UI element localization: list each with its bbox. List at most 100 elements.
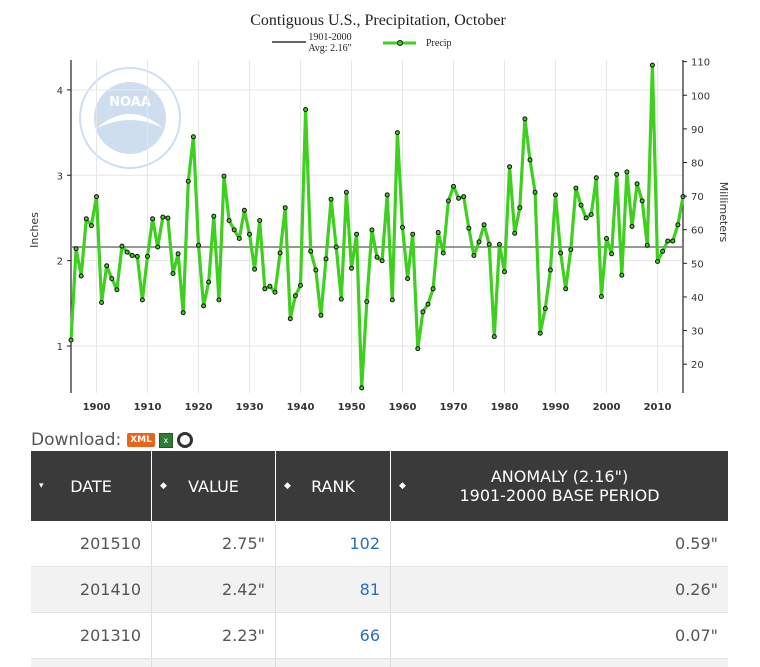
data-point bbox=[457, 196, 461, 200]
data-point bbox=[615, 172, 619, 176]
data-point bbox=[610, 252, 614, 256]
data-point bbox=[406, 277, 410, 281]
data-point bbox=[344, 190, 348, 194]
x-tick-label: 1960 bbox=[389, 402, 417, 413]
table-row: 201410 2.42" 81 0.26" bbox=[31, 567, 728, 613]
data-point bbox=[594, 176, 598, 180]
cell-rank-link[interactable]: 66 bbox=[276, 613, 391, 659]
data-point bbox=[650, 63, 654, 67]
data-point bbox=[574, 186, 578, 190]
data-point bbox=[69, 338, 73, 342]
data-point bbox=[242, 208, 246, 212]
data-point bbox=[676, 223, 680, 227]
data-point bbox=[630, 225, 634, 229]
json-download-icon[interactable] bbox=[177, 432, 193, 448]
data-point bbox=[625, 170, 629, 174]
data-point bbox=[446, 199, 450, 203]
xml-download-icon[interactable]: XML bbox=[127, 433, 155, 447]
data-point bbox=[370, 228, 374, 232]
data-point bbox=[166, 216, 170, 220]
x-tick-label: 1910 bbox=[134, 402, 162, 413]
data-point bbox=[334, 245, 338, 249]
data-point bbox=[548, 268, 552, 272]
cell-rank-link[interactable]: 102 bbox=[276, 521, 391, 567]
data-point bbox=[329, 197, 333, 201]
data-point bbox=[151, 217, 155, 221]
data-point bbox=[202, 304, 206, 308]
column-header-date[interactable]: ▾ DATE bbox=[31, 451, 152, 521]
data-point bbox=[191, 135, 195, 139]
data-point bbox=[140, 298, 144, 302]
data-point bbox=[554, 193, 558, 197]
table-header-row: ▾ DATE ◆ VALUE ◆ RANK ◆ ANOMALY (2.16") … bbox=[31, 451, 728, 521]
data-point bbox=[207, 280, 211, 284]
data-point bbox=[584, 216, 588, 220]
data-point bbox=[671, 239, 675, 243]
precipitation-table: ▾ DATE ◆ VALUE ◆ RANK ◆ ANOMALY (2.16") … bbox=[31, 451, 728, 667]
data-point bbox=[258, 219, 262, 223]
cell-value: 2.23" bbox=[152, 613, 276, 659]
chart-legend: 1901-2000 Avg: 2.16" Precip bbox=[272, 32, 452, 54]
column-header-value[interactable]: ◆ VALUE bbox=[152, 451, 276, 521]
legend-precip-marker bbox=[398, 41, 403, 46]
data-point bbox=[355, 232, 359, 236]
data-point bbox=[130, 254, 134, 258]
data-point bbox=[115, 288, 119, 292]
x-tick-label: 2000 bbox=[593, 402, 621, 413]
cell-anomaly: 0.59" bbox=[391, 521, 729, 567]
data-point bbox=[390, 298, 394, 302]
data-point bbox=[227, 219, 231, 223]
data-point bbox=[293, 294, 297, 298]
y-right-tick-label: 100 bbox=[691, 91, 710, 102]
y-left-tick-label: 4 bbox=[57, 86, 63, 97]
data-point bbox=[89, 224, 93, 228]
data-point bbox=[232, 228, 236, 232]
data-point bbox=[125, 250, 129, 254]
data-point bbox=[288, 317, 292, 321]
x-tick-label: 1930 bbox=[236, 402, 264, 413]
y-left-tick-label: 2 bbox=[57, 257, 63, 268]
excel-download-icon[interactable]: x bbox=[159, 433, 173, 448]
data-point bbox=[100, 301, 104, 305]
data-point bbox=[339, 297, 343, 301]
column-header-anomaly[interactable]: ◆ ANOMALY (2.16") 1901-2000 BASE PERIOD bbox=[391, 451, 729, 521]
data-point bbox=[421, 310, 425, 314]
data-point bbox=[431, 287, 435, 291]
data-point bbox=[156, 245, 160, 249]
chart-title: Contiguous U.S., Precipitation, October bbox=[250, 12, 506, 29]
column-header-rank[interactable]: ◆ RANK bbox=[276, 451, 391, 521]
y-right-tick-label: 20 bbox=[691, 360, 704, 371]
sort-desc-icon: ▾ bbox=[39, 481, 44, 491]
table-row: 201510 2.75" 102 0.59" bbox=[31, 521, 728, 567]
data-point bbox=[564, 287, 568, 291]
data-point bbox=[84, 217, 88, 221]
y-axis-left-label: Inches bbox=[28, 212, 41, 248]
data-point bbox=[309, 249, 313, 253]
y-axis-right-label: Millimeters bbox=[717, 182, 730, 243]
data-point bbox=[237, 237, 241, 241]
data-point bbox=[161, 215, 165, 219]
data-point bbox=[533, 190, 537, 194]
data-point bbox=[186, 179, 190, 183]
data-point bbox=[640, 199, 644, 203]
data-point bbox=[472, 254, 476, 258]
data-point bbox=[666, 239, 670, 243]
data-point bbox=[146, 254, 150, 258]
data-point bbox=[462, 195, 466, 199]
cell-date: 201410 bbox=[31, 567, 152, 613]
data-point bbox=[436, 231, 440, 235]
data-point bbox=[380, 259, 384, 263]
table-row bbox=[31, 659, 728, 667]
cell-value: 2.42" bbox=[152, 567, 276, 613]
data-point bbox=[661, 249, 665, 253]
data-point bbox=[176, 252, 180, 256]
data-point bbox=[79, 274, 83, 278]
data-point bbox=[513, 231, 517, 235]
data-point bbox=[324, 257, 328, 261]
data-point bbox=[503, 270, 507, 274]
cell-anomaly: 0.26" bbox=[391, 567, 729, 613]
data-point bbox=[482, 223, 486, 227]
cell-rank-link[interactable]: 81 bbox=[276, 567, 391, 613]
x-tick-label: 1920 bbox=[185, 402, 213, 413]
data-point bbox=[538, 331, 542, 335]
